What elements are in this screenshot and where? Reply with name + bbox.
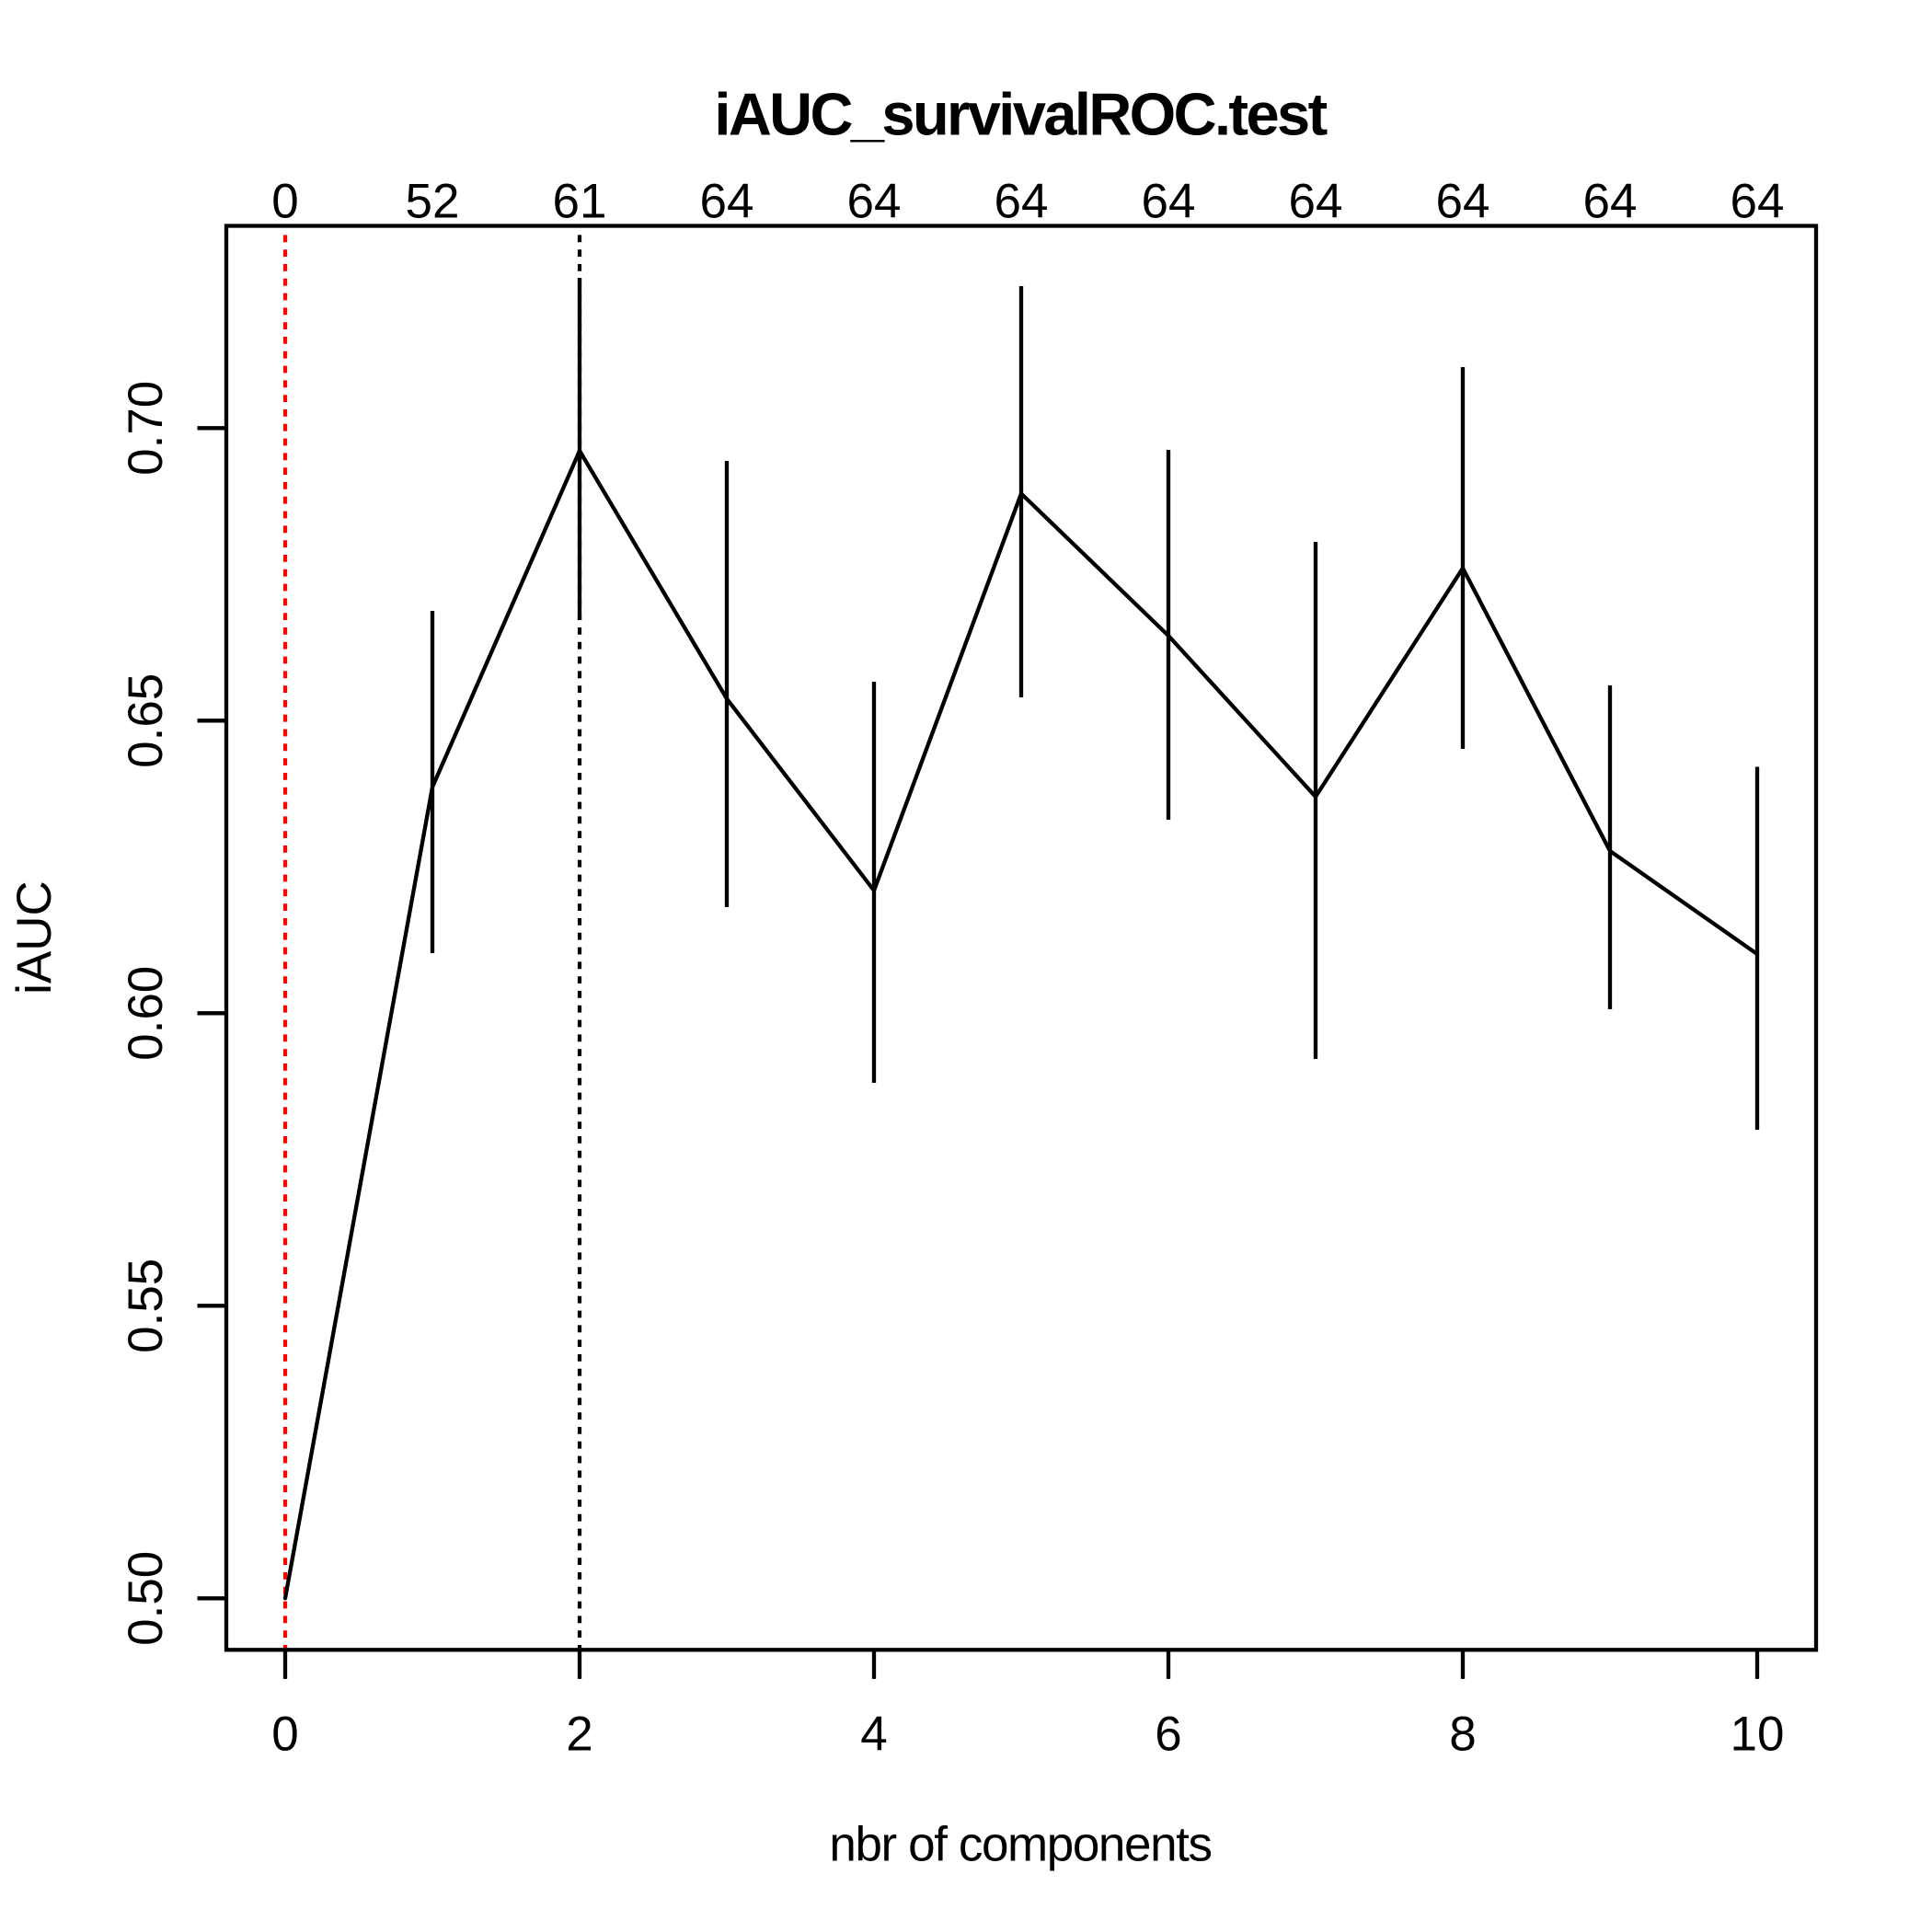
svg-text:0.50: 0.50	[119, 1551, 173, 1646]
svg-text:0: 0	[271, 175, 298, 229]
svg-text:64: 64	[1436, 175, 1490, 229]
svg-text:iAUC: iAUC	[7, 880, 62, 995]
svg-text:iAUC_survivalROC.test: iAUC_survivalROC.test	[714, 81, 1327, 148]
svg-text:64: 64	[1289, 175, 1343, 229]
svg-text:4: 4	[860, 1707, 887, 1761]
svg-text:nbr of components: nbr of components	[829, 1818, 1211, 1872]
svg-text:64: 64	[1583, 175, 1638, 229]
svg-text:64: 64	[1731, 175, 1785, 229]
svg-text:6: 6	[1155, 1707, 1181, 1761]
svg-text:52: 52	[406, 175, 460, 229]
svg-text:64: 64	[1142, 175, 1196, 229]
svg-text:8: 8	[1449, 1707, 1476, 1761]
svg-text:0: 0	[271, 1707, 298, 1761]
svg-text:0.60: 0.60	[119, 966, 173, 1061]
svg-text:61: 61	[553, 175, 607, 229]
svg-text:0.55: 0.55	[119, 1259, 173, 1353]
svg-text:0.70: 0.70	[119, 381, 173, 476]
svg-text:0.65: 0.65	[119, 673, 173, 768]
svg-text:64: 64	[700, 175, 754, 229]
svg-text:64: 64	[847, 175, 902, 229]
svg-text:10: 10	[1731, 1707, 1785, 1761]
svg-text:2: 2	[566, 1707, 592, 1761]
svg-text:64: 64	[995, 175, 1049, 229]
